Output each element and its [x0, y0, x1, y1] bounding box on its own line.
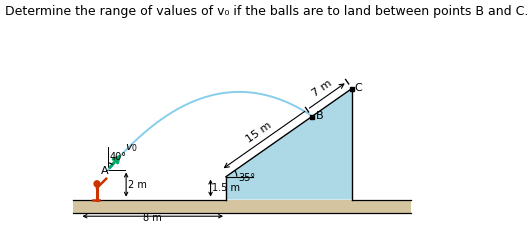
Text: 8 m: 8 m [144, 213, 162, 223]
Text: A: A [101, 166, 108, 176]
Text: C: C [355, 83, 362, 93]
Bar [73, 200, 411, 213]
Text: B: B [315, 111, 323, 121]
Text: 15 m: 15 m [244, 120, 273, 145]
Polygon shape [226, 89, 352, 200]
Text: 35°: 35° [238, 173, 255, 183]
Text: Determine the range of values of v₀ if the balls are to land between points B an: Determine the range of values of v₀ if t… [5, 5, 528, 18]
Text: 2 m: 2 m [128, 180, 147, 190]
Text: 40°: 40° [110, 153, 127, 162]
Text: $v_0$: $v_0$ [125, 142, 138, 154]
Circle shape [94, 181, 100, 187]
Text: 1.5 m: 1.5 m [212, 183, 240, 193]
Text: 7 m: 7 m [310, 78, 333, 98]
